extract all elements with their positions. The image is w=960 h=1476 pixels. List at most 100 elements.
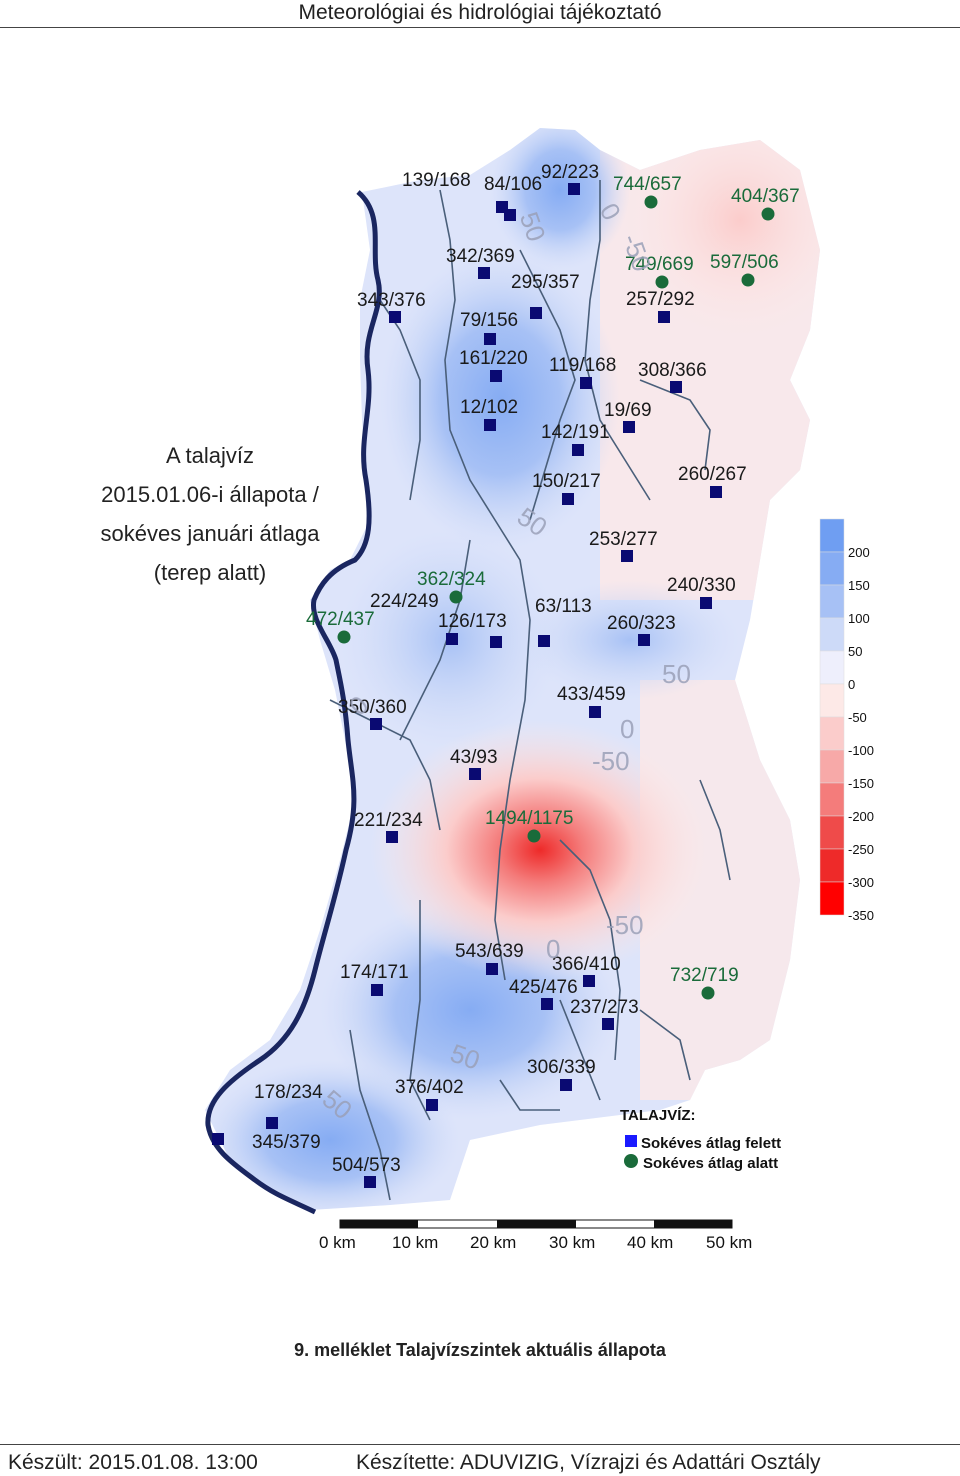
groundwater-map: 139/168 84/106 92/223 342/369 295/357 34… <box>205 128 874 1252</box>
station-above-marker[interactable] <box>541 998 553 1010</box>
station-above-marker[interactable] <box>700 597 712 609</box>
color-scale-swatch <box>819 650 845 685</box>
color-scale-label: 100 <box>848 611 870 626</box>
station-above-marker[interactable] <box>490 370 502 382</box>
station-above-marker[interactable] <box>710 486 722 498</box>
station-above-marker[interactable] <box>371 984 383 996</box>
station-above-marker[interactable] <box>469 768 481 780</box>
station-above-marker[interactable] <box>623 421 635 433</box>
color-scale-swatch <box>819 815 845 850</box>
station-above-marker[interactable] <box>538 635 550 647</box>
station-label: 1494/1175 <box>485 808 573 829</box>
station-label: 150/217 <box>532 471 601 492</box>
station-label: 126/173 <box>438 611 507 632</box>
station-label: 343/376 <box>357 290 426 311</box>
station-above-marker[interactable] <box>446 633 458 645</box>
station-label: 19/69 <box>604 400 652 421</box>
station-above-marker[interactable] <box>602 1018 614 1030</box>
station-label: 240/330 <box>667 575 736 596</box>
station-label: 345/379 <box>252 1132 321 1153</box>
station-above-marker[interactable] <box>484 333 496 345</box>
title-line-2: 2015.01.06-i állapota / <box>101 482 319 507</box>
station-above-marker[interactable] <box>530 307 542 319</box>
station-above-marker[interactable] <box>486 963 498 975</box>
station-above-marker[interactable] <box>212 1133 224 1145</box>
station-label: 63/113 <box>535 596 592 617</box>
station-above-marker[interactable] <box>572 444 584 456</box>
color-scale-label: -200 <box>848 809 874 824</box>
station-above-marker[interactable] <box>658 311 670 323</box>
color-scale-label: 150 <box>848 578 870 593</box>
station-label: 425/476 <box>509 977 578 998</box>
station-label: 12/102 <box>460 397 518 418</box>
color-scale-label: -350 <box>848 908 874 923</box>
station-label: 260/267 <box>678 464 747 485</box>
station-above-marker[interactable] <box>478 267 490 279</box>
station-label: 257/292 <box>626 289 695 310</box>
station-above-marker[interactable] <box>364 1176 376 1188</box>
station-above-labels: 139/168 84/106 92/223 342/369 295/357 34… <box>252 162 747 1176</box>
title-line-1: A talajvíz <box>165 443 255 468</box>
contour-label: 0 <box>546 934 560 964</box>
legend-below-circle-icon <box>624 1154 638 1168</box>
station-above-marker[interactable] <box>370 718 382 730</box>
color-scale-label: 50 <box>848 644 862 659</box>
legend-above-square-icon <box>625 1135 637 1147</box>
station-above-marker[interactable] <box>580 377 592 389</box>
color-scale-label: -100 <box>848 743 874 758</box>
station-label: 362/324 <box>417 569 486 590</box>
station-below-marker[interactable] <box>644 195 658 209</box>
station-above-marker[interactable] <box>589 706 601 718</box>
station-below-marker[interactable] <box>449 590 463 604</box>
station-label: 744/657 <box>613 174 682 195</box>
map-legend: TALAJVÍZ: Sokéves átlag felett Sokéves á… <box>620 1107 781 1172</box>
station-above-marker[interactable] <box>568 183 580 195</box>
station-above-marker[interactable] <box>490 636 502 648</box>
color-scale-swatch <box>819 683 845 718</box>
stations-above-group <box>212 183 722 1188</box>
station-label: 84/106 <box>484 174 542 195</box>
station-label: 139/168 <box>402 170 471 191</box>
color-scale-label: -250 <box>848 842 874 857</box>
contour-label: -50 <box>606 910 644 940</box>
footer-author: Készítette: ADUVIZIG, Vízrajzi és Adattá… <box>356 1451 821 1474</box>
station-label: 43/93 <box>450 747 498 768</box>
station-label: 295/357 <box>511 272 580 293</box>
scale-tick-label: 40 km <box>627 1233 673 1252</box>
station-label: 732/719 <box>670 965 739 986</box>
station-below-marker[interactable] <box>761 207 775 221</box>
station-above-marker[interactable] <box>266 1117 278 1129</box>
contour-label: 50 <box>662 659 691 689</box>
station-label: 161/220 <box>459 348 528 369</box>
station-above-marker[interactable] <box>583 975 595 987</box>
tisza-river <box>205 190 382 1215</box>
station-above-marker[interactable] <box>560 1079 572 1091</box>
station-above-marker[interactable] <box>562 493 574 505</box>
color-scale-swatch <box>819 716 845 751</box>
station-above-marker[interactable] <box>621 550 633 562</box>
scale-tick-label: 30 km <box>549 1233 595 1252</box>
map-title: A talajvíz 2015.01.06-i állapota / sokév… <box>60 436 360 592</box>
station-below-marker[interactable] <box>701 986 715 1000</box>
station-label: 92/223 <box>541 162 599 183</box>
station-below-marker[interactable] <box>527 829 541 843</box>
station-above-marker[interactable] <box>638 634 650 646</box>
station-above-marker[interactable] <box>504 209 516 221</box>
station-below-marker[interactable] <box>655 275 669 289</box>
page-header: Meteorológiai és hidrológiai tájékoztató <box>0 0 960 28</box>
color-scale-label: -150 <box>848 776 874 791</box>
station-above-marker[interactable] <box>484 419 496 431</box>
contour-label: 0 <box>620 714 634 744</box>
station-above-marker[interactable] <box>670 381 682 393</box>
station-above-marker[interactable] <box>389 311 401 323</box>
station-above-marker[interactable] <box>426 1099 438 1111</box>
station-label: 119/168 <box>549 355 616 376</box>
legend-above-label: Sokéves átlag felett <box>641 1135 781 1152</box>
color-scale: 200 150 100 50 0 -50 -100 -150 -200 -250 -300 -350 <box>819 518 874 923</box>
legend-below-label: Sokéves átlag alatt <box>643 1155 778 1172</box>
station-above-marker[interactable] <box>386 831 398 843</box>
station-label: 178/234 <box>254 1082 323 1103</box>
station-label: 597/506 <box>710 252 779 273</box>
station-below-marker[interactable] <box>337 630 351 644</box>
station-below-marker[interactable] <box>741 273 755 287</box>
